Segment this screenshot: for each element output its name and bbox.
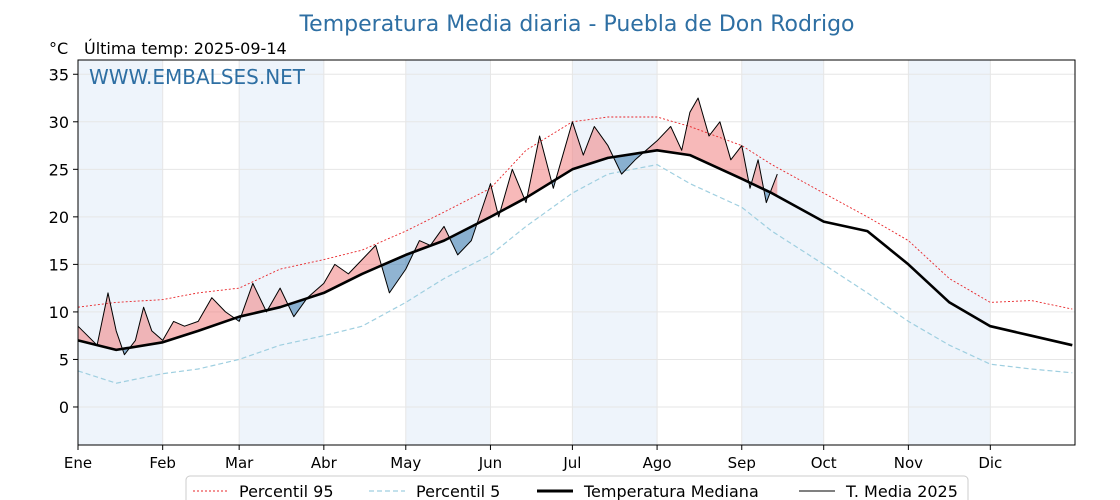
fill-above-median (556, 121, 614, 180)
x-tick-label-Ene: Ene (64, 454, 92, 472)
series-line-percentil-5 (77, 163, 1073, 384)
fill-above-median (415, 226, 450, 252)
y-tick-label-5: 5 (59, 350, 69, 369)
fill-above-median (501, 169, 524, 211)
month-bands (78, 60, 991, 445)
fill-above-median (527, 136, 551, 197)
month-band-Sep (741, 60, 824, 445)
y-unit-label: °C (49, 39, 68, 58)
x-tick-label-Sep: Sep (728, 454, 756, 472)
fill-above-median (241, 283, 266, 316)
x-tick-label-Nov: Nov (894, 454, 923, 472)
fill-above-median (644, 98, 749, 183)
x-tick-label-Mar: Mar (225, 454, 254, 472)
x-tick-label-May: May (390, 454, 421, 472)
fill-above-median (752, 159, 764, 190)
series-line-mediana (77, 149, 1073, 352)
fill-below-median (614, 152, 644, 175)
x-tick-label-Feb: Feb (149, 454, 176, 472)
x-axis-ticks: Ene Feb Mar Abr May Jun Jul Ago Sep Oct Nov Dic (64, 445, 1002, 472)
legend-label-median: Temperatura Mediana (583, 482, 759, 500)
legend-label-p5: Percentil 5 (416, 482, 500, 500)
y-tick-label-15: 15 (49, 255, 69, 274)
x-tick-label-Jun: Jun (478, 454, 502, 472)
y-tick-label-35: 35 (49, 65, 69, 84)
series-lines (77, 97, 1073, 384)
legend-label-year: T. Media 2025 (845, 482, 958, 500)
x-tick-label-Abr: Abr (311, 454, 338, 472)
x-tick-label-Jul: Jul (562, 454, 581, 472)
y-tick-label-10: 10 (49, 303, 69, 322)
month-band-Mar (239, 60, 324, 445)
watermark: WWW.EMBALSES.NET (89, 65, 306, 89)
y-tick-label-25: 25 (49, 160, 69, 179)
y-axis-ticks: 0 5 10 15 20 25 30 35 (49, 65, 78, 417)
legend-label-p95: Percentil 95 (239, 482, 334, 500)
plot-frame (77, 59, 1076, 446)
x-tick-label-Oct: Oct (811, 454, 837, 472)
month-band-May (405, 60, 491, 445)
fill-below-median (450, 223, 477, 255)
fill-above-median (129, 297, 234, 348)
x-tick-label-Ago: Ago (643, 454, 672, 472)
series-line-media-2025 (77, 97, 778, 356)
legend-box (185, 475, 969, 500)
month-band-Nov (908, 60, 991, 445)
legend: Percentil 95 Percentil 5 Temperatura Med… (185, 475, 969, 500)
y-tick-label-20: 20 (49, 208, 69, 227)
month-band-Jul (572, 60, 658, 445)
x-tick-label-Dic: Dic (978, 454, 1002, 472)
chart-title: Temperatura Media diaria - Puebla de Don… (298, 12, 854, 37)
last-temp-label: Última temp: 2025-09-14 (84, 39, 287, 58)
y-tick-label-0: 0 (59, 398, 69, 417)
y-tick-label-30: 30 (49, 113, 69, 132)
fill-above-median (307, 245, 382, 299)
month-band-Ene (78, 60, 163, 445)
